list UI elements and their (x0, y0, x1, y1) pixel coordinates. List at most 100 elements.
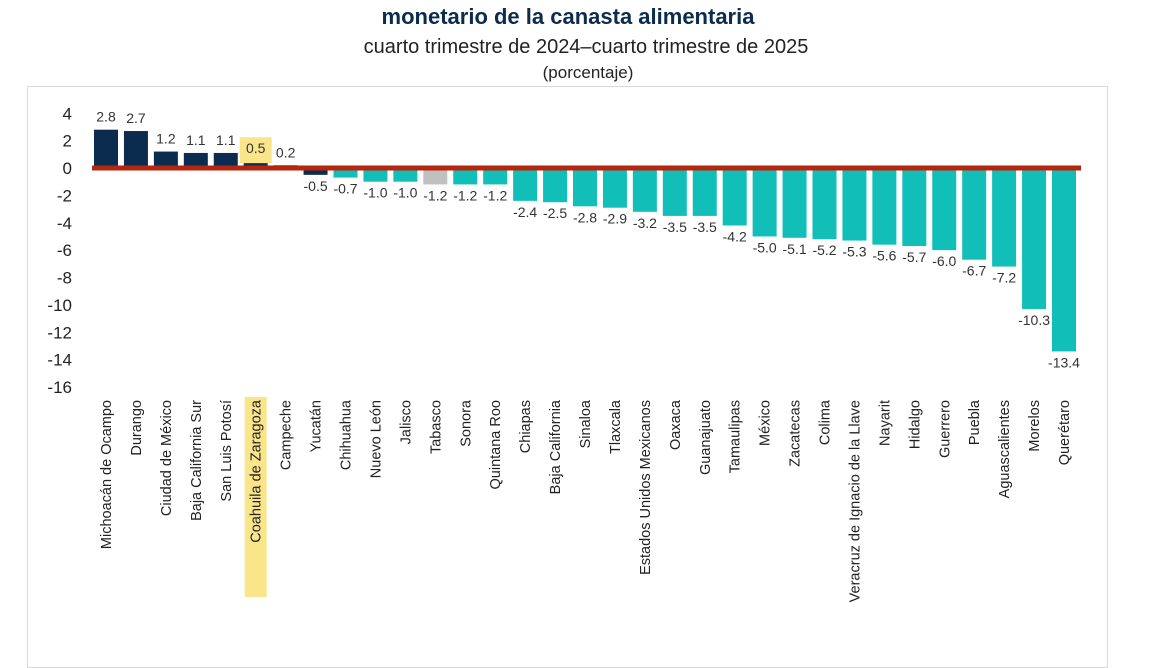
category-label: Chihuahua (339, 399, 355, 470)
bar (423, 168, 448, 185)
category-label: Estados Unidos Mexicanos (638, 400, 654, 575)
value-label: 1.1 (216, 132, 236, 148)
value-label: -6.0 (932, 253, 956, 269)
bar (543, 168, 568, 203)
category-label: Guanajuato (698, 400, 714, 475)
bar (513, 168, 538, 201)
y-tick-label: -10 (47, 296, 72, 315)
y-tick-label: -16 (47, 378, 72, 397)
value-label: -1.0 (363, 185, 387, 201)
bar (243, 161, 268, 168)
value-label: 0.5 (246, 140, 266, 156)
value-label: -1.0 (393, 185, 417, 201)
value-label: -2.4 (513, 204, 537, 220)
category-label: Guerrero (937, 400, 953, 458)
value-label: -1.2 (423, 187, 447, 203)
category-label: Michoacán de Ocampo (99, 400, 115, 549)
bar (692, 168, 717, 216)
value-label: -3.5 (693, 219, 717, 235)
y-tick-label: -8 (57, 269, 72, 288)
bar (902, 168, 927, 247)
category-label: Baja California (548, 399, 564, 494)
category-label: Nuevo León (368, 400, 384, 478)
bar (1022, 168, 1047, 309)
category-label: Tabasco (428, 400, 444, 454)
bar (962, 168, 987, 260)
category-label: Sinaloa (578, 399, 594, 448)
category-label: Colima (818, 399, 834, 445)
bar (453, 168, 478, 185)
bar (842, 168, 867, 241)
value-label: 1.2 (156, 131, 176, 147)
category-label: Querétaro (1057, 400, 1073, 465)
bar (153, 151, 178, 168)
category-label: Tamaulipas (728, 400, 744, 473)
value-label: -7.2 (992, 270, 1016, 286)
bar (183, 152, 208, 168)
value-label: -2.9 (603, 211, 627, 227)
category-label: Oaxaca (668, 399, 684, 450)
y-tick-label: -12 (47, 323, 72, 342)
bar (1052, 168, 1076, 352)
value-label: -6.7 (962, 263, 986, 279)
value-label-highlight (239, 137, 272, 164)
value-label: -1.2 (453, 187, 477, 203)
y-tick-label: 0 (63, 159, 72, 178)
value-label: -5.6 (872, 248, 896, 264)
value-label: -3.2 (633, 215, 657, 231)
value-label: -5.3 (842, 244, 866, 260)
category-label: Puebla (967, 399, 983, 445)
category-label: Hidalgo (907, 400, 923, 449)
bar (333, 168, 358, 178)
value-label: -5.2 (812, 242, 836, 258)
category-label: Morelos (1027, 400, 1043, 452)
value-label: -1.2 (483, 187, 507, 203)
y-tick-label: 2 (63, 132, 72, 151)
value-label: -3.5 (663, 219, 687, 235)
bar (632, 168, 657, 212)
y-tick-label: -6 (57, 241, 72, 260)
bar (213, 152, 238, 168)
value-label: -4.2 (723, 228, 747, 244)
chart-subtitle: cuarto trimestre de 2024–cuarto trimestr… (363, 36, 809, 58)
chart-unit: (porcentaje) (542, 63, 634, 82)
category-label: Yucatán (309, 400, 325, 452)
bar (872, 168, 897, 245)
y-tick-label: -4 (57, 214, 72, 233)
value-label: 1.1 (186, 132, 206, 148)
value-label: 2.8 (96, 109, 116, 125)
category-label: Nayarit (877, 400, 893, 446)
category-label: Aguascalientes (997, 400, 1013, 498)
category-label: Ciudad de México (159, 400, 175, 516)
value-label: -13.4 (1048, 354, 1080, 370)
bar (662, 168, 687, 216)
bar (393, 168, 418, 182)
bar (812, 168, 837, 240)
bar (992, 168, 1017, 267)
bar (602, 168, 627, 208)
y-tick-label: -14 (47, 351, 72, 370)
y-tick-label: -2 (57, 186, 72, 205)
category-label: Tlaxcala (608, 399, 624, 454)
value-label: -10.3 (1018, 312, 1050, 328)
value-label: -2.8 (573, 209, 597, 225)
category-label: Jalisco (398, 400, 414, 444)
bar (573, 168, 597, 207)
category-label: México (758, 400, 774, 446)
category-label: Quintana Roo (488, 400, 504, 489)
category-label: Durango (129, 400, 145, 456)
bar (363, 168, 388, 182)
value-label: -5.7 (902, 249, 926, 265)
value-label: 0.2 (276, 144, 296, 160)
category-label: Coahuila de Zaragoza (249, 399, 265, 543)
chart-title: monetario de la canasta alimentaria (381, 4, 755, 29)
category-label: Zacatecas (788, 400, 804, 467)
category-label: Baja California Sur (189, 400, 205, 521)
value-label: -5.1 (783, 241, 807, 257)
y-tick-label: 4 (63, 104, 72, 123)
category-label: Sonora (458, 399, 474, 447)
bar (483, 168, 508, 185)
value-label: -0.5 (304, 178, 328, 194)
category-label: Veracruz de Ignacio de la Llave (847, 400, 863, 602)
bar-chart: 4 2 0 -2 -4 -6 -8 -10 -12 -14 -16 2.8 Michoacán de O… (47, 104, 1081, 602)
